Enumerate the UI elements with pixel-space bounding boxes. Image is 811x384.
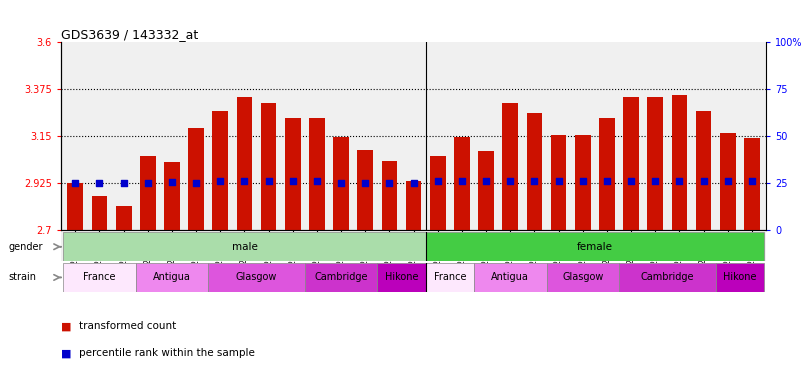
Text: Glasgow: Glasgow [562, 272, 603, 283]
Bar [430, 156, 445, 230]
Bar [551, 135, 566, 230]
Point [262, 178, 275, 184]
Bar [647, 97, 663, 230]
Point [528, 178, 541, 184]
Bar [305, 263, 377, 292]
Bar [696, 111, 711, 230]
Point [504, 178, 517, 184]
Point [69, 180, 82, 187]
Bar [212, 111, 228, 230]
Bar [478, 151, 494, 230]
Text: female: female [577, 242, 613, 252]
Text: percentile rank within the sample: percentile rank within the sample [79, 348, 255, 358]
Text: male: male [231, 242, 257, 252]
Bar [140, 156, 156, 230]
Bar [285, 118, 301, 230]
Point [431, 178, 444, 184]
Bar [599, 118, 615, 230]
Point [600, 178, 613, 184]
Bar [92, 196, 107, 230]
Point [479, 178, 492, 184]
Text: strain: strain [8, 272, 36, 283]
Bar [309, 118, 325, 230]
Point [721, 178, 734, 184]
Text: Antigua: Antigua [491, 272, 530, 283]
Point [335, 180, 348, 186]
Bar [358, 150, 373, 230]
Point [117, 180, 130, 186]
Bar [377, 263, 426, 292]
Bar [237, 97, 252, 230]
Point [358, 180, 371, 186]
Bar [406, 181, 422, 230]
Text: France: France [434, 272, 466, 283]
Point [456, 178, 469, 184]
Text: Antigua: Antigua [153, 272, 191, 283]
Bar [715, 263, 764, 292]
Bar [454, 137, 470, 230]
Bar [208, 263, 305, 292]
Bar [63, 263, 135, 292]
Point [286, 178, 299, 184]
Bar [382, 161, 397, 230]
Point [190, 180, 203, 186]
Point [238, 178, 251, 184]
Bar [261, 103, 277, 230]
Point [141, 180, 154, 186]
Bar [426, 232, 764, 261]
Text: ■: ■ [61, 348, 71, 358]
Point [673, 178, 686, 184]
Point [165, 179, 178, 185]
Bar [63, 232, 426, 261]
Bar [474, 263, 547, 292]
Point [649, 178, 662, 184]
Point [407, 180, 420, 186]
Bar [116, 206, 131, 230]
Text: Glasgow: Glasgow [236, 272, 277, 283]
Text: Cambridge: Cambridge [641, 272, 694, 283]
Text: transformed count: transformed count [79, 321, 176, 331]
Bar [720, 133, 736, 230]
Point [577, 178, 590, 184]
Bar [672, 95, 687, 230]
Bar [333, 137, 349, 230]
Point [745, 178, 758, 184]
Text: Hikone: Hikone [723, 272, 757, 283]
Point [214, 178, 227, 184]
Bar [547, 263, 619, 292]
Bar [135, 263, 208, 292]
Point [311, 178, 324, 184]
Point [93, 180, 106, 186]
Bar [744, 138, 760, 230]
Text: GDS3639 / 143332_at: GDS3639 / 143332_at [61, 28, 198, 41]
Bar [67, 184, 84, 230]
Bar [526, 113, 543, 230]
Bar [188, 128, 204, 230]
Text: Cambridge: Cambridge [315, 272, 368, 283]
Bar [575, 135, 590, 230]
Point [552, 178, 565, 184]
Bar [502, 103, 518, 230]
Text: gender: gender [8, 242, 43, 252]
Bar [619, 263, 715, 292]
Text: Hikone: Hikone [384, 272, 418, 283]
Point [383, 180, 396, 186]
Text: France: France [84, 272, 116, 283]
Bar [426, 263, 474, 292]
Bar [623, 97, 639, 230]
Bar [164, 162, 180, 230]
Text: ■: ■ [61, 321, 71, 331]
Point [624, 178, 637, 184]
Point [697, 178, 710, 184]
